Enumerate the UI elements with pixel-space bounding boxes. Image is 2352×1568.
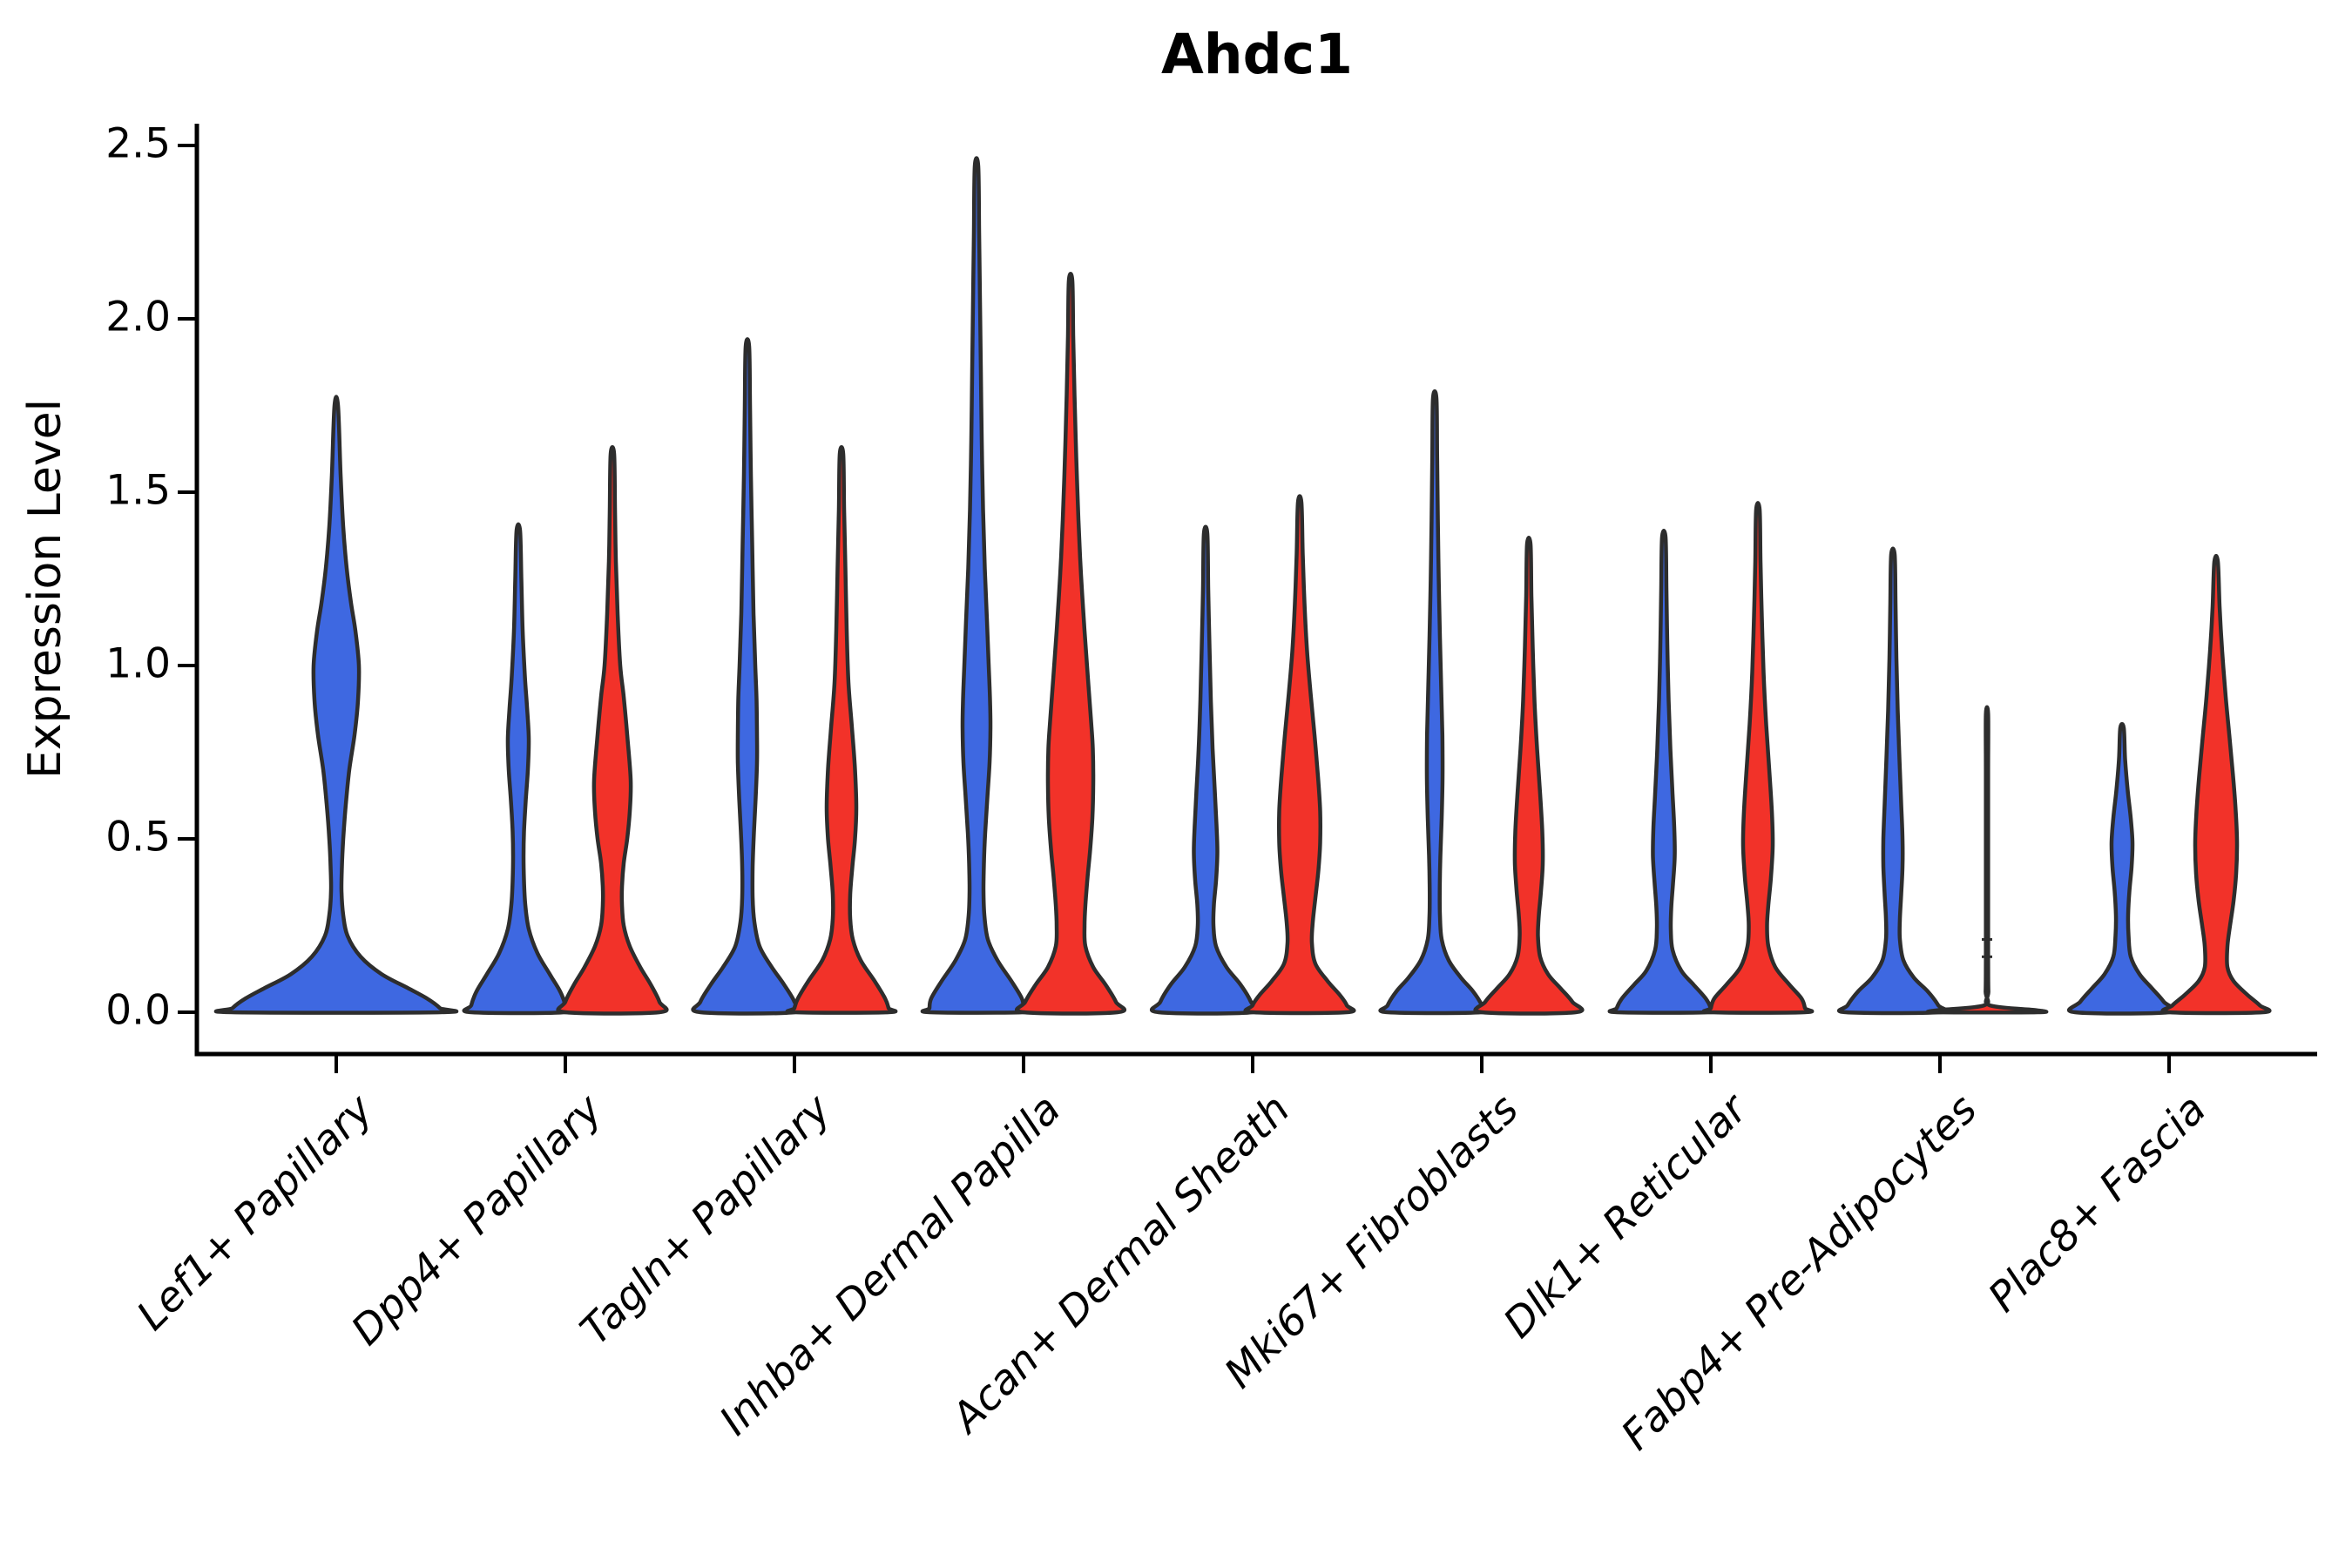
violin-tagln-papillary-red (785, 445, 898, 1015)
y-tick-label: 2.0 (105, 293, 171, 341)
violin-fabp4-pre-adipocytes-red (1925, 705, 2049, 1015)
violin-acan-dermal-sheath-blue (1149, 524, 1262, 1016)
violin-dlk1-reticular-red (1701, 501, 1815, 1015)
y-tick-label: 1.5 (105, 466, 171, 515)
violin-dpp4-papillary-blue (462, 522, 575, 1016)
violin-mki67-fibroblasts-red (1473, 535, 1585, 1016)
violin-acan-dermal-sheath-red (1243, 494, 1356, 1016)
axis-spines (194, 124, 2317, 1057)
chart-title: Ahdc1 (1161, 23, 1353, 86)
violin-plac8-fascia-blue (2067, 721, 2177, 1016)
y-tick-label: 0.5 (105, 813, 171, 862)
violin-inhba-dermal-papilla-blue (920, 156, 1033, 1015)
violin-fabp4-pre-adipocytes-blue (1836, 546, 1950, 1016)
violin-plac8-fascia-red (2160, 553, 2272, 1016)
y-tick-label: 0.0 (105, 986, 171, 1035)
y-axis-label: Expression Level (19, 398, 71, 780)
violin-dpp4-papillary-red (556, 445, 669, 1016)
y-tick-label: 1.0 (105, 639, 171, 688)
axes (178, 124, 2317, 1073)
y-tick-label: 2.5 (105, 119, 171, 168)
violin-dlk1-reticular-blue (1607, 529, 1720, 1015)
violin-inhba-dermal-papilla-red (1014, 272, 1127, 1016)
violin-mki67-fibroblasts-blue (1378, 389, 1491, 1016)
violin-lef1-papillary-blue (213, 395, 459, 1015)
violin-tagln-papillary-blue (691, 337, 804, 1016)
violins (213, 156, 2272, 1016)
